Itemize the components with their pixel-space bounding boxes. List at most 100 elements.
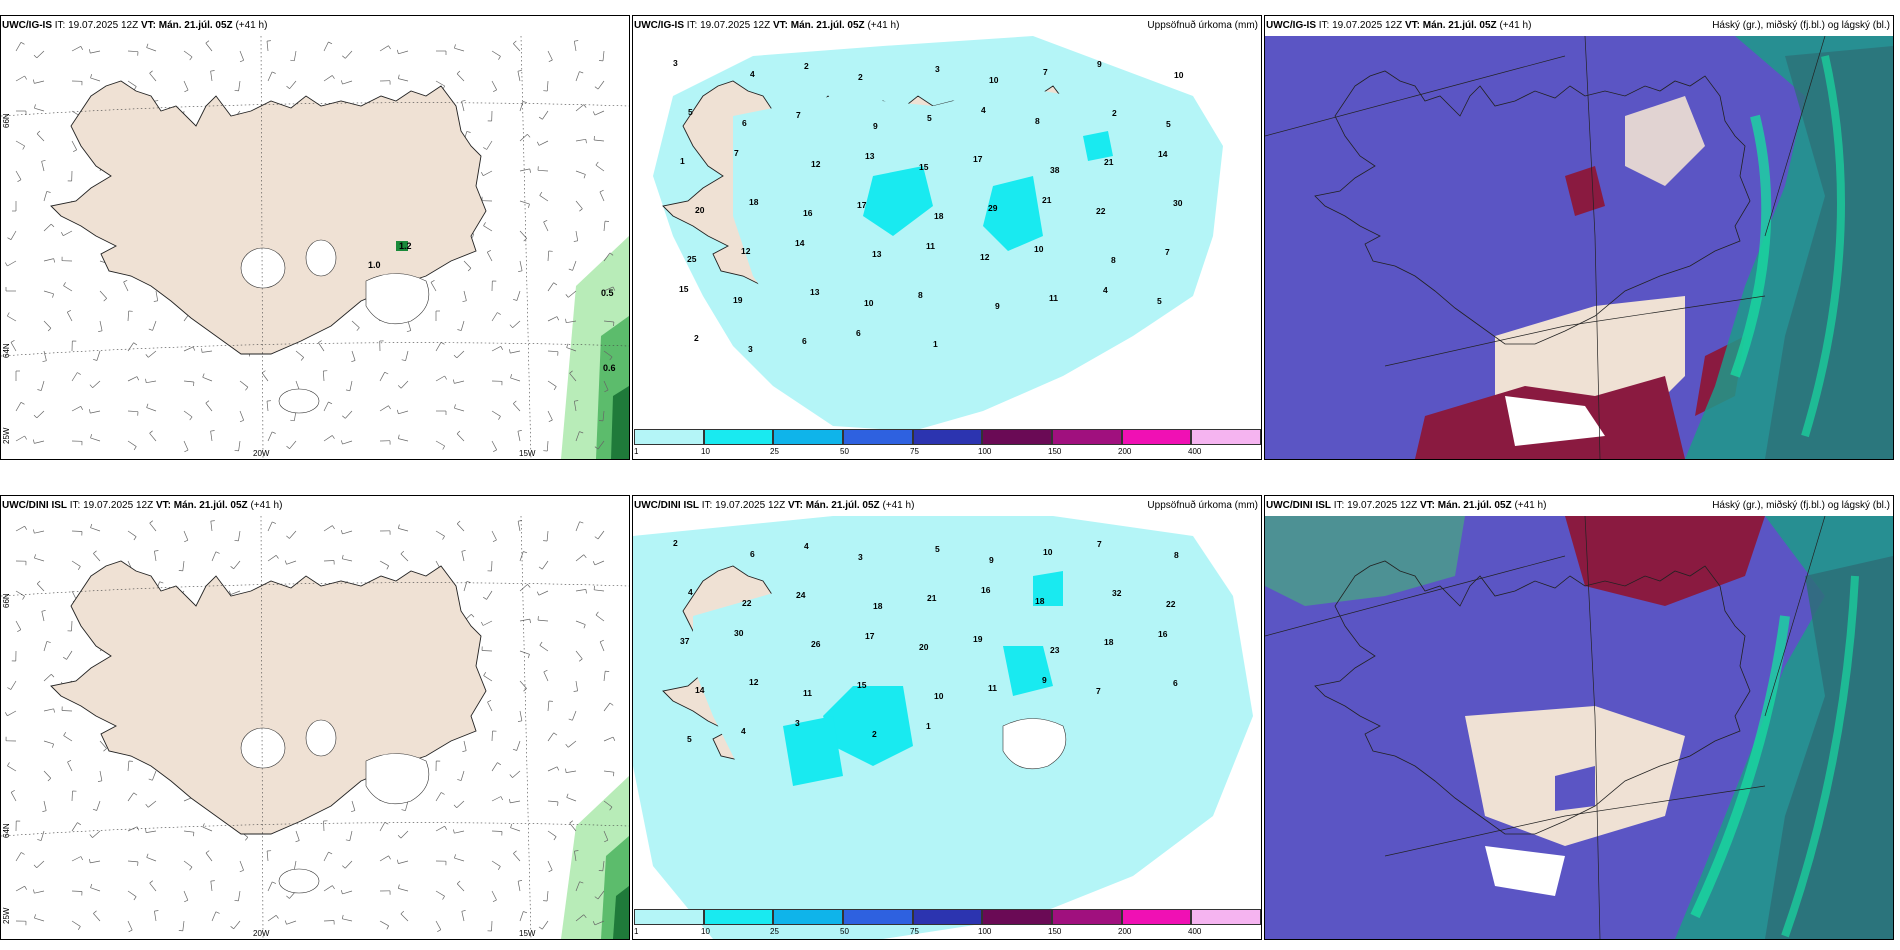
wind-barb [295,830,300,841]
wind-barb [96,350,101,361]
precip-value: 21 [927,593,937,603]
wind-barb [602,860,605,871]
wind-barb-tick [98,330,103,332]
precip-value: 5 [1157,296,1162,306]
wind-barb-tick [234,89,239,92]
wind-barb-tick [538,926,543,930]
wind-barb [7,315,17,322]
wind-barb-tick [77,822,81,826]
legend-swatch [982,909,1053,925]
wind-barb-tick [290,59,295,62]
wind-barb [546,440,549,452]
wind-barb-tick [609,252,614,256]
valid-time: VT: Mán. 21.júl. 05Z [772,20,865,31]
precip-value: 30 [1173,198,1183,208]
wind-barb-tick [553,282,558,286]
wind-barb [519,710,523,721]
wind-barb-tick [286,85,290,89]
wind-barb [34,80,45,84]
wind-barb-tick [90,523,93,528]
wind-barb [463,740,467,751]
wind-barb [289,440,297,449]
wind-barb-tick [456,520,461,524]
precip-value: 11 [803,688,812,698]
wind-barb-tick [275,555,279,559]
lon-label: 20W [253,449,270,458]
wind-barb-tick [34,554,36,559]
wind-barb [575,620,586,625]
precip-value: 19 [733,295,743,305]
wind-barb [512,320,521,328]
panel-header: UWC/DINI ISL IT: 19.07.2025 12Z VT: Mán.… [1,496,629,516]
wind-barb [183,530,189,541]
wind-barb [603,380,609,391]
wind-barb [71,45,81,52]
wind-barb [542,920,549,930]
wind-barb [43,770,52,779]
wind-barb-tick [512,748,517,751]
cloud-panel-dini: UWC/DINI ISL IT: 19.07.2025 12Z VT: Mán.… [1264,495,1894,940]
wind-barb [71,790,73,802]
wind-barb [211,551,217,562]
wind-barb-tick [145,354,149,358]
legend-label: 400 [1188,927,1202,936]
precip-value: 14 [795,238,805,248]
wind-barb [36,583,45,592]
precip-value: 20 [695,205,705,215]
wind-barb [491,440,498,450]
wind-barb [127,376,138,382]
wind-barb [99,770,103,781]
wind-barb-tick [452,379,455,384]
precip-value: 7 [1096,686,1101,696]
precip-value: 15 [857,680,867,690]
wind-barb [183,80,189,91]
wind-barb-tick [510,823,513,828]
wind-barb-tick [585,139,587,144]
wind-barb-tick [10,339,15,343]
wind-barb [510,800,521,804]
panel-header: UWC/DINI ISL IT: 19.07.2025 12Z VT: Mán.… [633,496,1261,516]
wind-barb-tick [133,342,138,346]
wind-barb [15,885,25,892]
legend-label: 1 [634,927,639,936]
wind-barb [239,380,249,388]
wind-barb-tick [201,348,203,353]
wind-barb [575,521,580,532]
precip-panel-dini: UWC/DINI ISL IT: 19.07.2025 12Z VT: Mán.… [632,495,1262,940]
wind-barb-tick [583,624,586,629]
wind-barb-tick [566,343,569,348]
wind-barb-tick [22,145,26,150]
wind-barb [239,50,245,61]
wind-barb [379,920,389,927]
wind-barb-tick [548,419,553,423]
precip-value: 32 [1112,588,1122,598]
wind-barb [34,440,45,444]
wind-barb-tick [4,712,8,716]
wind-barb [7,765,17,772]
wind-barb-tick [497,866,501,870]
wind-barb-tick [6,312,10,317]
wind-barb-tick [149,520,154,524]
wind-barb-tick [24,435,28,440]
wind-barb-tick [34,914,36,919]
wind-barb [602,410,605,421]
lead-time: (+41 h) [1514,500,1547,511]
wind-barb-tick [442,896,445,900]
wind-barb-tick [239,869,244,873]
wind-barb [202,350,213,353]
wind-barb [400,830,409,839]
precip-value: 18 [934,211,944,221]
wind-barb-tick [453,804,457,809]
precip-value: 3 [673,58,678,68]
wind-barb-tick [444,826,448,830]
wind-barb-tick [341,914,344,919]
wind-barb-tick [523,688,527,692]
wind-barb-tick [272,881,277,884]
wind-barb [519,584,528,592]
wind-barb [342,80,353,85]
wind-barb-tick [483,222,486,226]
wind-barb-tick [154,550,159,552]
wind-barb-tick [178,570,183,572]
legend-label: 200 [1118,447,1132,456]
wind-barb-tick [509,798,511,803]
